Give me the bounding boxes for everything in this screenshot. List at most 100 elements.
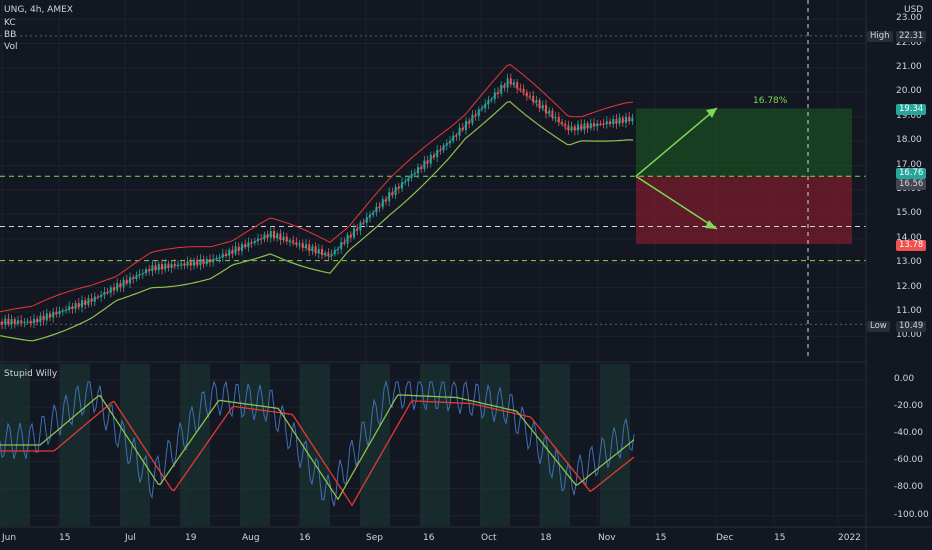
candle: [26, 320, 29, 322]
candle: [49, 313, 51, 318]
candle: [477, 109, 480, 117]
candle: [77, 302, 80, 308]
candle: [202, 259, 205, 265]
candle: [36, 318, 39, 323]
candle: [113, 287, 115, 291]
price-tick-label: 12.00: [896, 281, 922, 292]
candle: [372, 212, 375, 215]
candle: [618, 117, 621, 124]
candle: [52, 311, 55, 318]
candle: [148, 269, 151, 272]
candle: [228, 249, 231, 256]
candle: [420, 167, 423, 169]
arrowhead-down: [705, 220, 717, 229]
oscillator-fast-line: [0, 380, 635, 507]
candle: [593, 123, 595, 127]
candle: [404, 181, 407, 183]
candle: [481, 108, 483, 110]
time-tick-label: 19: [185, 533, 197, 543]
price-tick-label: 13.00: [896, 257, 922, 268]
candle: [241, 244, 243, 251]
candle: [513, 82, 515, 85]
candle: [545, 104, 547, 114]
candle: [522, 88, 525, 93]
price-tick-label: 17.00: [896, 159, 922, 170]
candle: [93, 296, 96, 302]
candle: [138, 274, 141, 276]
candle: [455, 135, 458, 137]
candle: [615, 118, 618, 124]
candle: [378, 206, 381, 208]
candle: [247, 242, 250, 248]
candle: [45, 313, 48, 321]
candle: [81, 300, 83, 308]
candle: [237, 246, 240, 251]
candle: [269, 231, 272, 238]
candle: [599, 123, 602, 125]
candle: [292, 240, 295, 243]
candle: [189, 261, 192, 266]
target-price-tag: 19.34: [896, 104, 927, 115]
candle: [10, 319, 13, 325]
candle: [436, 149, 439, 158]
candle: [244, 244, 247, 248]
projection-percent: 16.78%: [753, 96, 788, 106]
oscillator-shade: [540, 364, 570, 526]
candle: [554, 116, 557, 118]
candle: [55, 311, 58, 315]
candle: [122, 279, 125, 288]
oscillator-tick-label: -100.00: [894, 509, 929, 520]
candle: [580, 124, 583, 130]
upper-channel-line: [0, 63, 634, 313]
candle: [215, 258, 218, 260]
candles: [1, 73, 634, 330]
candle: [33, 318, 35, 324]
candle: [362, 222, 365, 224]
candle: [548, 110, 551, 114]
candle: [58, 310, 61, 315]
candle: [253, 240, 256, 244]
current-price-tag: 16.76: [896, 168, 927, 179]
candle: [449, 141, 451, 144]
candle: [180, 263, 183, 265]
candle: [321, 249, 323, 255]
oscillator-shade: [240, 364, 270, 526]
candle: [20, 320, 23, 323]
candle: [503, 84, 506, 88]
high-value: 22.31: [896, 31, 927, 42]
candle: [493, 92, 496, 100]
candle: [295, 242, 298, 245]
candle: [298, 243, 301, 245]
target-zone: [636, 108, 852, 177]
candle: [410, 174, 413, 178]
oscillator-tick-label: -60.00: [894, 455, 924, 466]
candle: [212, 258, 215, 263]
candle: [282, 236, 285, 241]
candle: [218, 257, 221, 259]
oscillator-shade: [360, 364, 390, 526]
candle: [39, 315, 42, 323]
candle: [417, 167, 419, 174]
candle: [487, 100, 490, 105]
time-tick-label: Aug: [242, 533, 260, 543]
candle: [167, 263, 170, 268]
time-tick-label: Nov: [598, 533, 616, 543]
candle: [413, 173, 416, 175]
candle: [333, 250, 336, 255]
candle: [263, 234, 266, 240]
oscillator-tick-label: -20.00: [894, 401, 924, 412]
candle: [23, 321, 26, 323]
candle: [525, 92, 528, 96]
candle: [324, 252, 327, 255]
candle: [388, 192, 391, 202]
low-tag: Low: [867, 321, 890, 332]
candle: [577, 124, 579, 131]
candle: [100, 294, 103, 297]
candle: [13, 319, 16, 324]
oscillator-title: Stupid Willy: [4, 369, 58, 379]
candle: [221, 253, 224, 258]
candle: [602, 123, 605, 125]
candle: [426, 160, 429, 164]
candle: [490, 99, 493, 101]
